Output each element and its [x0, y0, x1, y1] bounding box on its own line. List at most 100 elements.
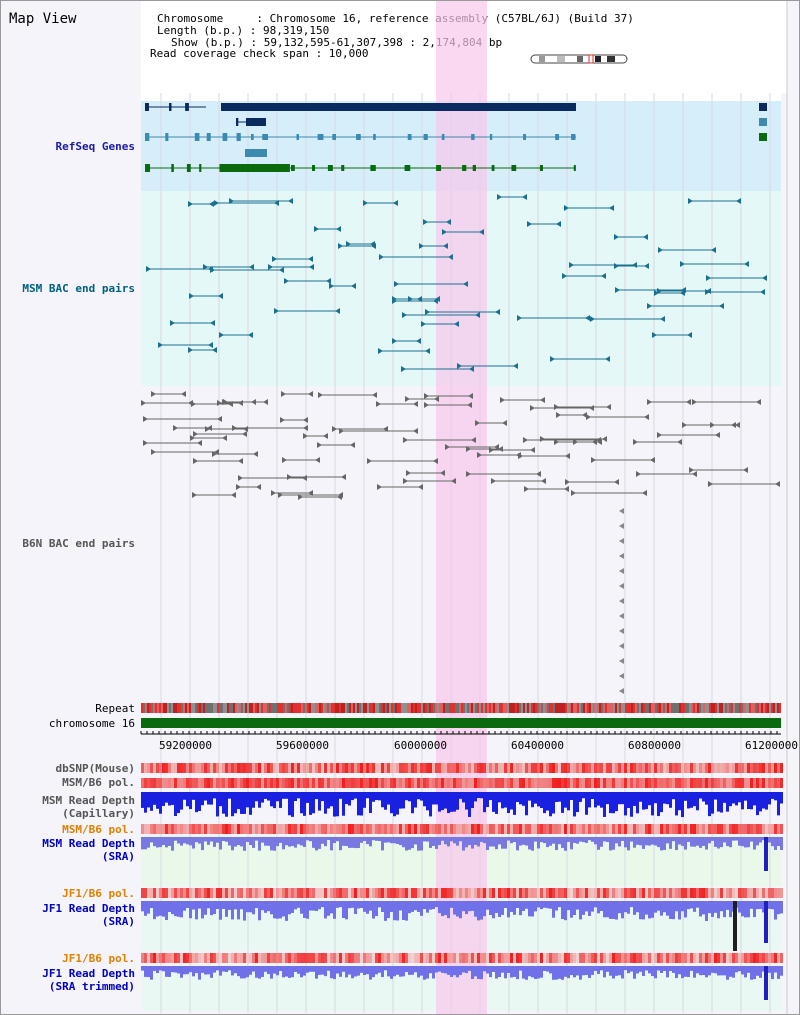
- track-label-msm-pol[interactable]: MSM/B6 pol.: [62, 776, 135, 789]
- pol-cell: [153, 824, 156, 834]
- depth-bar: [678, 792, 681, 811]
- pol-cell: [285, 763, 288, 773]
- depth-bar: [405, 966, 408, 973]
- depth-bar: [489, 901, 492, 915]
- pol-cell: [732, 778, 735, 788]
- ruler-tick-label: 59200000: [159, 739, 212, 752]
- bac-end: [582, 412, 587, 418]
- depth-bar: [156, 966, 159, 974]
- depth-bar: [438, 901, 441, 914]
- depth-bar: [153, 901, 156, 920]
- pol-cell: [381, 953, 384, 963]
- depth-bar: [525, 837, 528, 846]
- depth-bar: [330, 966, 333, 979]
- pol-cell: [669, 824, 672, 834]
- pol-cell: [513, 888, 516, 898]
- pol-cell: [267, 763, 270, 773]
- pol-cell: [237, 888, 240, 898]
- refseq-exon: [246, 118, 266, 126]
- pol-cell: [630, 824, 633, 834]
- depth-bar: [576, 966, 579, 976]
- bac-end: [556, 221, 561, 227]
- track-label-msm-pol-sra[interactable]: MSM/B6 pol.: [62, 823, 135, 836]
- bac-end: [597, 439, 602, 445]
- pol-cell: [429, 824, 432, 834]
- pol-cell: [642, 824, 645, 834]
- pol-cell: [207, 763, 210, 773]
- repeat-mark: [155, 703, 157, 713]
- track-label-jf1-pol[interactable]: JF1/B6 pol.: [62, 887, 135, 900]
- pol-cell: [756, 763, 759, 773]
- pol-cell: [471, 778, 474, 788]
- bac-end: [143, 440, 148, 446]
- track-label-msm-bac[interactable]: MSM BAC end pairs: [22, 282, 135, 295]
- pol-cell: [528, 953, 531, 963]
- depth-bar: [282, 901, 285, 917]
- repeat-mark: [147, 703, 149, 713]
- repeat-mark: [583, 703, 585, 713]
- pol-cell: [726, 763, 729, 773]
- pol-cell: [636, 953, 639, 963]
- pol-cell: [645, 888, 648, 898]
- repeat-mark: [623, 703, 625, 713]
- pol-cell: [459, 888, 462, 898]
- depth-bar: [468, 966, 471, 971]
- depth-bar: [408, 966, 411, 975]
- repeat-mark: [509, 703, 511, 713]
- depth-bar: [609, 792, 612, 814]
- pol-cell: [198, 953, 201, 963]
- pol-cell: [399, 824, 402, 834]
- track-label-jf1-depth-sra[interactable]: JF1 Read Depth (SRA): [42, 902, 135, 928]
- depth-bar: [279, 901, 282, 919]
- pol-cell: [393, 824, 396, 834]
- repeat-mark: [295, 703, 297, 713]
- track-label-msm-depth-sra[interactable]: MSM Read Depth (SRA): [42, 837, 135, 863]
- track-label-b6n-bac[interactable]: B6N BAC end pairs: [22, 537, 135, 550]
- pol-cell: [324, 888, 327, 898]
- pol-cell: [468, 778, 471, 788]
- pol-cell: [597, 953, 600, 963]
- pol-cell: [231, 953, 234, 963]
- track-label-msm-depth-capillary[interactable]: MSM Read Depth (Capillary): [42, 794, 135, 820]
- pol-cell: [147, 763, 150, 773]
- pol-cell: [306, 763, 309, 773]
- repeat-mark: [617, 703, 619, 713]
- bac-end: [315, 457, 320, 463]
- pol-cell: [597, 763, 600, 773]
- depth-bar: [153, 837, 156, 847]
- repeat-mark: [209, 703, 211, 713]
- depth-bar: [348, 966, 351, 975]
- track-label-jf1-pol-trimmed[interactable]: JF1/B6 pol.: [62, 952, 135, 965]
- depth-bar: [213, 837, 216, 847]
- pol-cell: [315, 778, 318, 788]
- chromosome-ideogram[interactable]: [529, 53, 631, 65]
- pol-cell: [369, 824, 372, 834]
- depth-bar: [462, 837, 465, 851]
- refseq-exon: [236, 118, 239, 126]
- pol-cell: [567, 778, 570, 788]
- track-label-jf1-depth-trimmed[interactable]: JF1 Read Depth (SRA trimmed): [42, 967, 135, 993]
- depth-bar: [738, 837, 741, 846]
- track-label-dbsnp[interactable]: dbSNP(Mouse): [55, 762, 135, 775]
- pol-cell: [576, 888, 579, 898]
- bac-end: [351, 283, 356, 289]
- depth-bar: [414, 837, 417, 845]
- pol-cell: [555, 778, 558, 788]
- pol-cell: [213, 763, 216, 773]
- pol-cell: [192, 778, 195, 788]
- repeat-mark: [541, 703, 543, 713]
- pol-cell: [480, 778, 483, 788]
- depth-bar: [519, 966, 522, 971]
- pol-cell: [426, 824, 429, 834]
- pol-cell: [750, 824, 753, 834]
- repeat-mark: [687, 703, 689, 713]
- pol-cell: [537, 763, 540, 773]
- depth-bar: [216, 901, 219, 910]
- pol-cell: [282, 824, 285, 834]
- pol-cell: [495, 824, 498, 834]
- depth-bar: [204, 837, 207, 842]
- track-label-refseq[interactable]: RefSeq Genes: [55, 140, 135, 153]
- depth-bar: [510, 837, 513, 844]
- repeat-mark: [221, 703, 223, 713]
